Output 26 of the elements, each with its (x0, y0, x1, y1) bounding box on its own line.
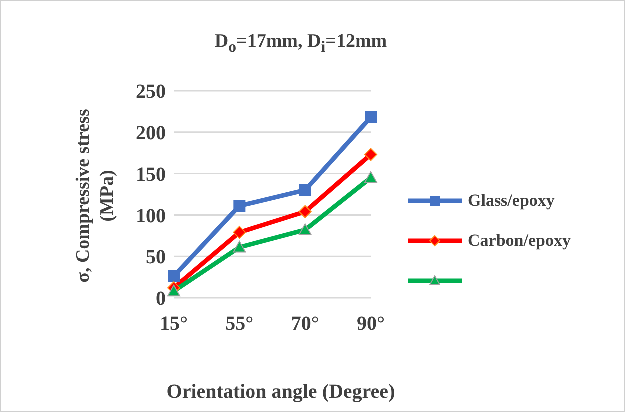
point (298, 224, 312, 236)
x-tick-label: 55° (226, 313, 254, 336)
y-tick-label: 200 (136, 122, 166, 144)
x-tick-label: 70° (291, 313, 320, 336)
point (168, 284, 180, 297)
point (233, 226, 246, 240)
legend-label: Glass/epoxy (468, 191, 555, 211)
x-tick-label: 90° (357, 313, 385, 336)
point (168, 270, 180, 282)
point (234, 200, 246, 212)
y-tick-label: 100 (136, 205, 166, 228)
chart-title: D$_{o}$=17mm, D$_{i}$=12mm (214, 31, 388, 57)
x-axis-title: Orientation angle (Degree) (166, 381, 396, 404)
point (364, 171, 378, 184)
legend-label: Carbon/epoxy (468, 231, 571, 251)
y-tick-label: 150 (136, 164, 166, 186)
y-tick-label: 0 (156, 288, 166, 310)
y-tick-label: 250 (136, 81, 166, 104)
point (365, 111, 377, 124)
point (233, 240, 246, 253)
y-tick-label: 50 (146, 246, 166, 269)
point (299, 184, 312, 196)
y-axis-title: σ, Compressive stress (MPa) (72, 108, 119, 285)
point (298, 205, 312, 218)
point (364, 148, 378, 162)
x-tick-label: 15° (160, 313, 188, 336)
